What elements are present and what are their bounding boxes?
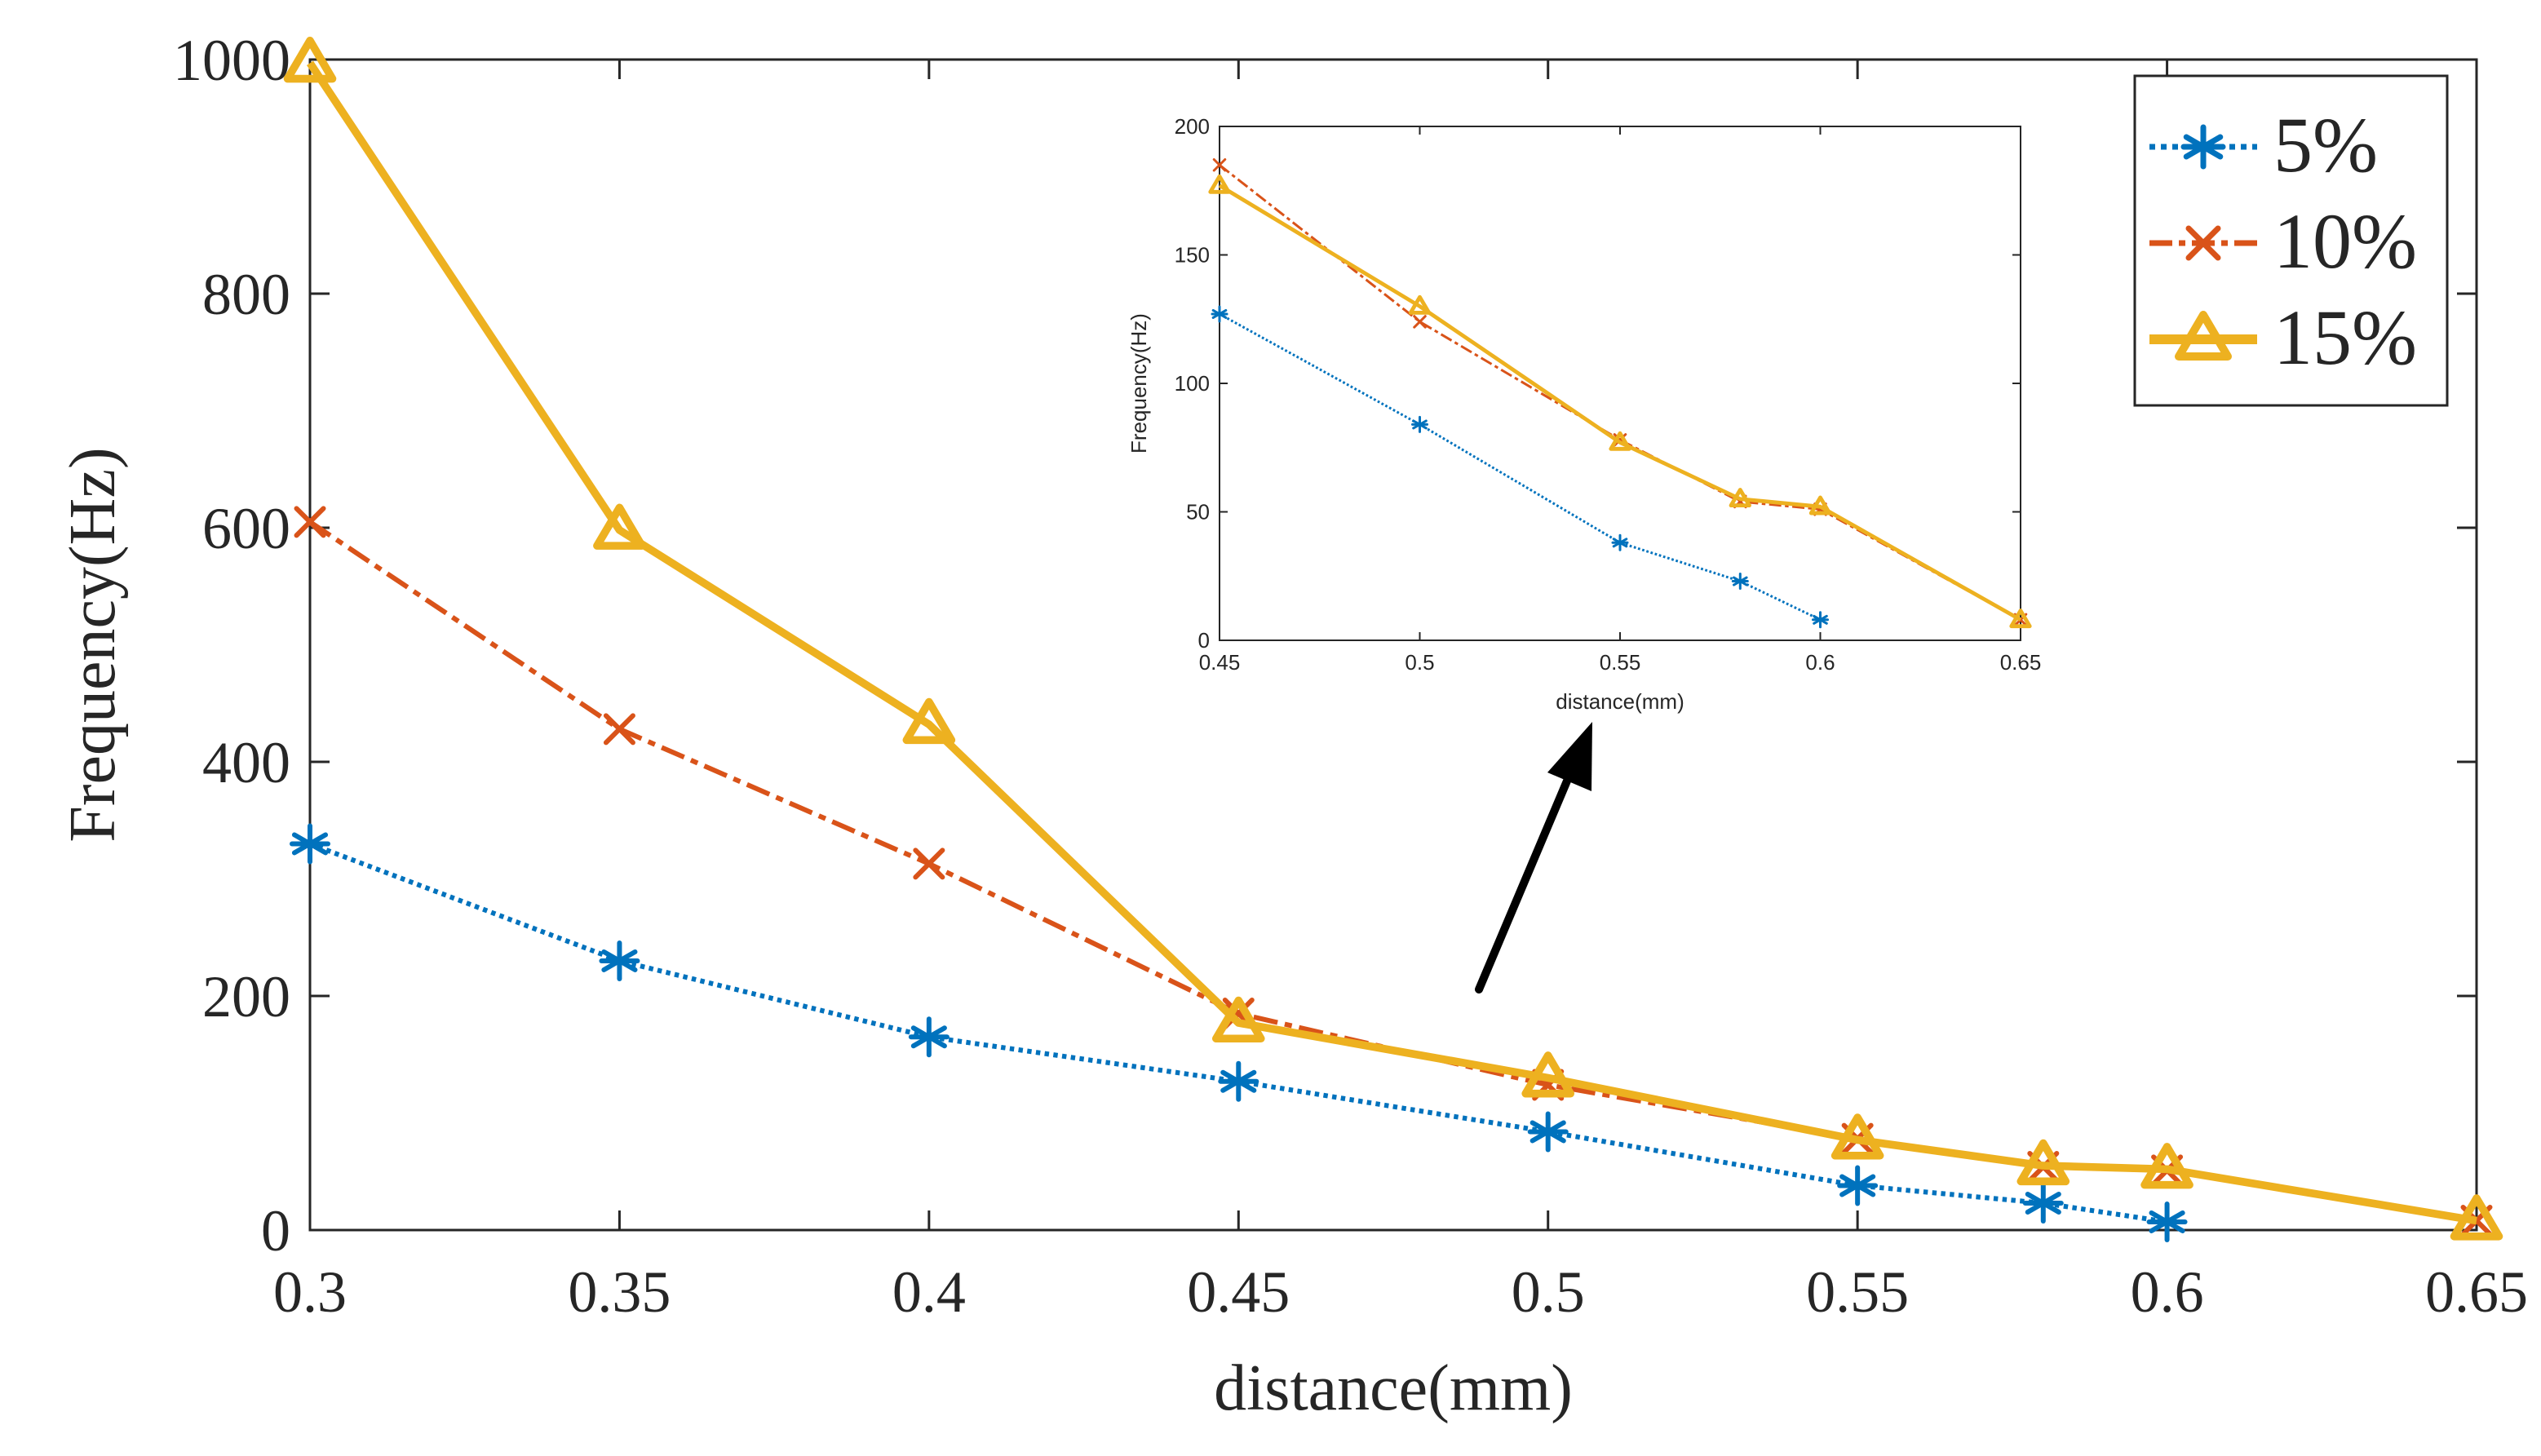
x-tick-label: 0.5 [1512,1259,1585,1325]
data-point [1812,611,1829,629]
y-tick-label: 800 [202,262,290,327]
data-point [1609,431,1631,451]
y-tick-label: 0 [1198,628,1210,653]
data-point [593,503,646,550]
y-tick-label: 400 [202,730,290,795]
data-point [2450,1194,2503,1241]
series-15 [1208,174,2032,629]
y-tick-label: 150 [1175,243,1210,268]
x-tick-label: 0.3 [273,1259,347,1325]
legend-label: 15% [2273,294,2417,381]
x-tick-label: 0.45 [1187,1259,1290,1325]
data-point [908,1016,950,1058]
legend-entry-5: 5% [2149,101,2378,188]
x-tick-label: 0.4 [892,1259,966,1325]
data-point [599,940,640,981]
legend-entry-10: 10% [2149,197,2417,285]
x-tick-label: 0.55 [1806,1259,1909,1325]
x-tick-label: 0.45 [1199,650,1241,675]
data-point [1527,1111,1569,1153]
legend-marker [2185,225,2221,261]
x-tick-label: 0.6 [2131,1259,2204,1325]
series-line-15 [1218,184,2022,622]
x-tick-label: 0.5 [1405,650,1434,675]
y-tick-label: 50 [1186,500,1210,524]
data-point [1411,415,1428,433]
data-point [290,823,330,865]
legend-label: 10% [2273,197,2417,285]
legend-marker [2175,311,2232,361]
data-point [1731,573,1749,591]
x-axis-label: distance(mm) [1214,1352,1573,1424]
y-tick-label: 1000 [173,28,290,93]
legend-marker [2180,124,2226,170]
y-tick-label: 200 [202,964,290,1029]
data-point [1218,1060,1259,1102]
data-point [2016,1139,2070,1186]
data-point [1611,533,1629,551]
x-tick-label: 0.65 [2425,1259,2528,1325]
legend: 5% 10% 15% [2133,74,2449,407]
data-point [2140,1143,2193,1189]
series-line-15 [306,60,2477,1225]
data-point-stroke [1413,315,1427,329]
series-15 [283,37,2503,1241]
data-point-stroke [294,506,326,538]
data-point [2146,1201,2188,1242]
x-tick-label: 0.35 [568,1259,671,1325]
series-line-10 [1219,164,2021,622]
data-point [913,847,945,880]
series-line-5 [308,841,2168,1224]
data-point [1830,1113,1884,1160]
y-tick-label: 600 [202,496,290,561]
y-axis-label: Frequency(Hz) [1127,313,1151,454]
data-point-stroke [603,713,635,746]
data-point [1408,294,1432,315]
data-point [603,713,635,746]
data-point [902,697,956,745]
data-point [1521,1051,1575,1098]
legend-marker-stroke [2185,225,2221,261]
series-line-5 [1219,312,1822,622]
x-tick-label: 0.6 [1805,650,1835,675]
data-point [1208,174,1231,194]
y-tick-label: 100 [1175,371,1210,396]
legend-entry-15: 15% [2149,294,2417,381]
data-point [1729,488,1751,508]
inset-chart: 0.45 0.5 0.55 0.6 0.65 0 50 100 150 200 distance(m… [1127,114,2041,714]
x-axis-label: distance(mm) [1556,689,1684,714]
y-tick-label: 200 [1175,114,1210,139]
data-point [1808,495,1832,516]
data-point [1837,1165,1879,1206]
data-point [1212,158,1227,172]
y-tick-label: 0 [261,1198,290,1263]
legend-label: 5% [2273,101,2378,188]
data-point [283,37,337,83]
data-point [1211,305,1228,323]
data-point [1211,996,1265,1043]
y-axis-label: Frequency(Hz) [57,447,129,842]
series-5 [290,823,2188,1242]
data-point [2009,609,2032,629]
data-point-stroke [913,847,945,880]
x-tick-label: 0.55 [1600,650,1641,675]
data-point [1413,315,1427,329]
plot-area-1 [1219,126,2021,641]
data-point-stroke [1212,158,1227,172]
x-tick-label: 0.65 [2000,650,2042,675]
zoom-arrow [1475,722,1592,994]
data-point [294,506,326,538]
series-5 [1211,305,1829,629]
data-point [2022,1182,2064,1224]
